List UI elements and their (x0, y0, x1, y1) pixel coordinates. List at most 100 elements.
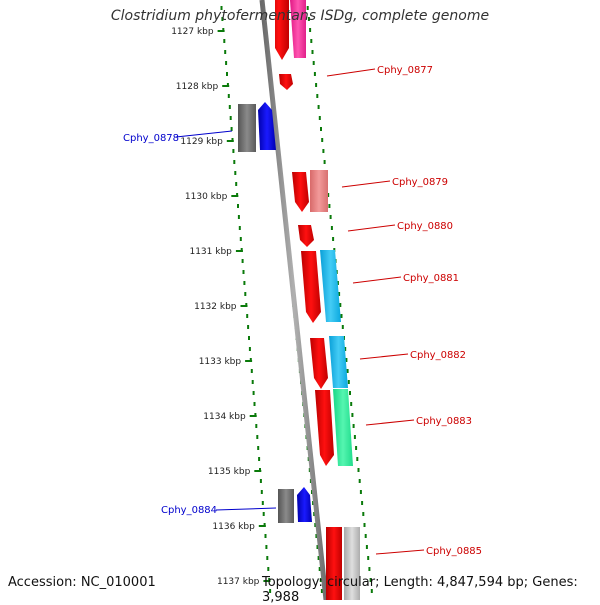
gene-label[interactable]: Cphy_0880 (397, 221, 453, 232)
gene-leader-line (375, 549, 425, 555)
guide-dot (307, 17, 310, 21)
guide-dot (322, 149, 325, 153)
tick-mark (217, 30, 225, 32)
guide-dot (264, 534, 267, 538)
guide-dot (310, 39, 313, 43)
gene-label[interactable]: Cphy_0885 (426, 546, 482, 557)
guide-dot (248, 347, 251, 351)
guide-dot (220, 6, 223, 10)
tick-label: 1131 kbp (189, 247, 232, 257)
guide-dot (363, 523, 366, 527)
guide-dot (256, 435, 259, 439)
guide-dot (225, 61, 228, 65)
guide-dot (227, 94, 230, 98)
tick-mark (226, 140, 234, 142)
guide-dot (242, 270, 245, 274)
guide-dot (315, 534, 318, 538)
feature-hit-green (333, 389, 353, 466)
tick-mark (240, 305, 248, 307)
tick-label: 1133 kbp (199, 357, 242, 367)
tick-label: 1132 kbp (194, 302, 237, 312)
guide-dot (340, 314, 343, 318)
feature-reverse (297, 487, 312, 522)
guide-dot (238, 226, 241, 230)
gene-leader-line (215, 507, 277, 511)
guide-dot (246, 314, 249, 318)
guide-dot (311, 50, 314, 54)
guide-dot (230, 127, 233, 131)
guide-dot (351, 413, 354, 417)
guide-dot (364, 534, 367, 538)
tick-mark (235, 250, 243, 252)
tick-mark (254, 470, 262, 472)
accession-text: Accession: NC_010001 (8, 575, 156, 590)
guide-dot (248, 336, 250, 340)
tick-label: 1129 kbp (180, 137, 223, 147)
guide-dot (259, 479, 262, 483)
guide-dot (315, 83, 318, 87)
gene-label[interactable]: Cphy_0882 (410, 350, 466, 361)
gene-leader-line (341, 180, 391, 188)
gene-label[interactable]: Cphy_0879 (392, 177, 448, 188)
gene-labels: Cphy_0877 Cphy_0878 Cphy_0879 Cphy_0880 Cphy… (123, 65, 482, 557)
guide-dot (253, 402, 256, 406)
tick-label: 1135 kbp (208, 467, 251, 477)
gene-leader-line (359, 353, 409, 360)
gene-label[interactable]: Cphy_0877 (377, 65, 433, 76)
guide-dot (330, 226, 333, 230)
map-title: Clostridium phytofermentans ISDg, comple… (110, 8, 490, 24)
feature-hit-gray (238, 104, 256, 152)
guide-dot (318, 567, 321, 571)
guide-dot (234, 171, 237, 175)
guide-dot (362, 512, 365, 516)
guide-dot (306, 6, 309, 10)
guide-dot (314, 523, 317, 527)
guide-dot (221, 17, 224, 21)
guide-dot (319, 578, 322, 582)
guide-dot (269, 589, 272, 593)
guide-dot (316, 545, 319, 549)
guide-dot (226, 72, 228, 76)
guide-dot (228, 105, 231, 109)
tick-mark (231, 195, 239, 197)
gene-leader-line (347, 224, 396, 232)
guide-dot (349, 391, 351, 395)
tick-mark (222, 85, 230, 87)
tick-label: 1137 kbp (217, 577, 260, 587)
gene-leader-line (352, 276, 402, 284)
feature-hit-light (344, 527, 360, 600)
guide-dot (235, 182, 238, 186)
feature-forward (269, 0, 289, 60)
guide-dot (327, 193, 330, 197)
gene-leader-line (175, 130, 233, 138)
guide-dot (328, 204, 331, 208)
guide-dot (229, 116, 232, 120)
gene-label[interactable]: Cphy_0881 (403, 273, 459, 284)
guide-dot (361, 501, 364, 505)
feature-forward (301, 251, 321, 323)
guide-dot (237, 204, 239, 208)
gene-features (238, 0, 360, 600)
guide-dot (355, 446, 358, 450)
guide-dot (320, 589, 323, 593)
feature-forward (292, 172, 309, 212)
guide-dot (329, 215, 332, 219)
kbp-ticks: 1127 kbp 1128 kbp 1129 kbp 1130 kbp 1131 kbp… (171, 27, 271, 587)
feature-forward (326, 527, 342, 600)
guide-dot (255, 424, 258, 428)
guide-dot (261, 501, 264, 505)
guide-dot (233, 160, 236, 164)
guide-dot (267, 567, 270, 571)
guide-dot (318, 116, 321, 120)
tick-label: 1128 kbp (176, 82, 219, 92)
guide-dot (321, 138, 324, 142)
guide-dot (346, 369, 349, 373)
guide-dot (250, 369, 253, 373)
gene-label[interactable]: Cphy_0884 (161, 505, 217, 516)
guide-dot (241, 259, 244, 263)
gene-label[interactable]: Cphy_0878 (123, 133, 179, 144)
tick-label: 1136 kbp (212, 522, 255, 532)
gene-label[interactable]: Cphy_0883 (416, 416, 472, 427)
tick-mark (263, 580, 271, 582)
